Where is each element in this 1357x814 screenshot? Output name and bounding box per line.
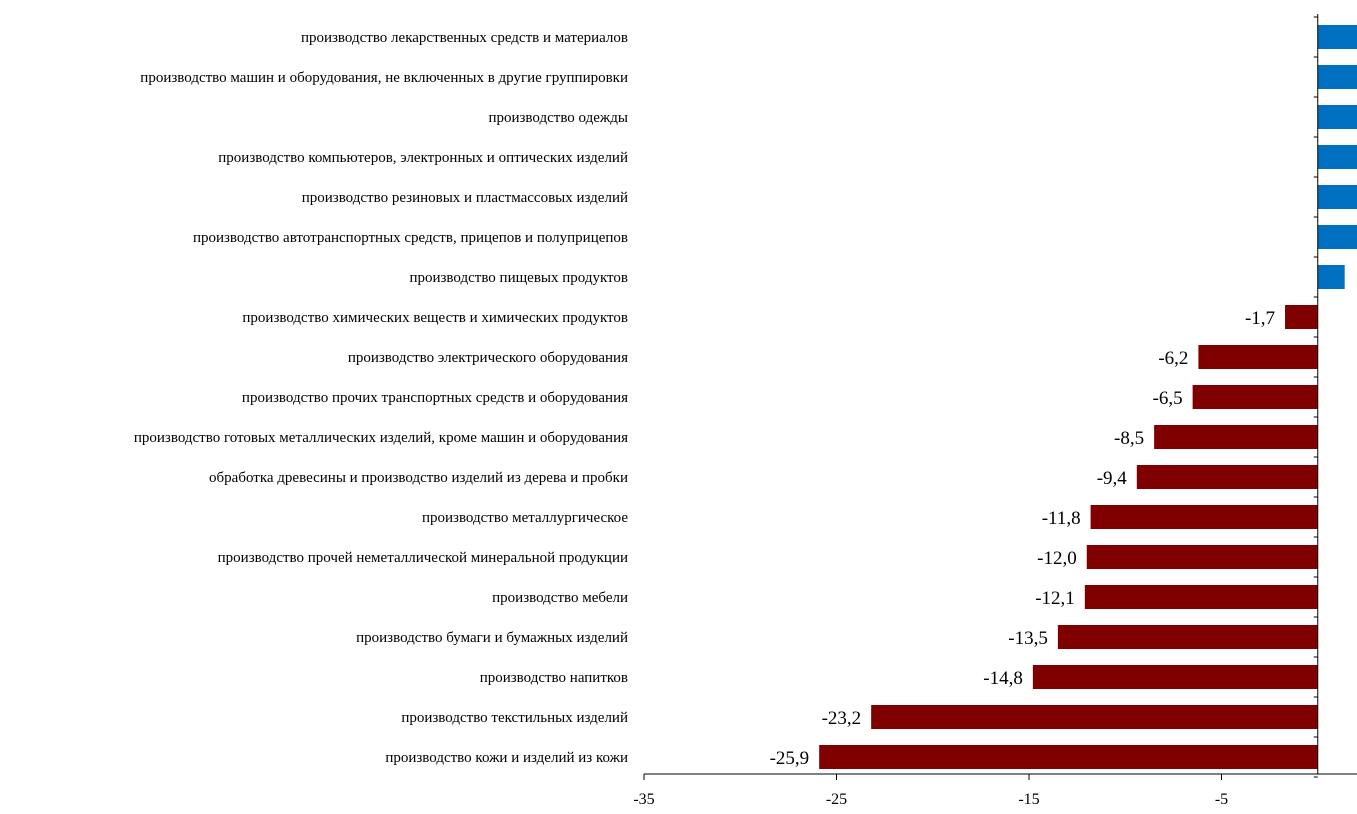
category-label: производство бумаги и бумажных изделий <box>356 630 628 646</box>
category-label: производство прочей неметаллической мине… <box>218 550 628 566</box>
category-label: производство лекарственных средств и мат… <box>301 30 628 46</box>
category-label: производство химических веществ и химиче… <box>242 310 628 326</box>
x-tick-label: -15 <box>1018 791 1039 808</box>
x-tick-label: -25 <box>826 791 847 808</box>
value-labels: 22,321,26,25,85,72,11,4-1,7-6,2-6,5-8,5-… <box>770 268 1357 769</box>
bars <box>819 25 1357 769</box>
category-label: производство текстильных изделий <box>401 710 628 726</box>
category-label: производство мебели <box>492 590 628 606</box>
category-label: производство электрического оборудования <box>348 350 628 366</box>
data-label: -8,5 <box>1114 428 1144 449</box>
category-label: производство машин и оборудования, не вк… <box>140 70 628 86</box>
data-label: -14,8 <box>983 668 1023 689</box>
bar <box>1192 385 1318 409</box>
category-label: производство металлургическое <box>422 510 628 526</box>
category-label: производство одежды <box>488 110 628 126</box>
bar <box>1154 425 1318 449</box>
bar <box>1317 185 1357 209</box>
category-label: производство кожи и изделий из кожи <box>385 750 628 766</box>
category-label: производство напитков <box>480 670 628 686</box>
category-label: обработка древесины и производство издел… <box>209 470 628 486</box>
bar <box>1317 265 1345 289</box>
bar <box>819 745 1318 769</box>
data-label: -6,5 <box>1153 388 1183 409</box>
bar <box>1032 665 1318 689</box>
bar <box>1136 465 1318 489</box>
category-label: производство пищевых продуктов <box>409 270 628 286</box>
category-labels: производство лекарственных средств и мат… <box>134 30 628 766</box>
bar <box>1057 625 1318 649</box>
bar <box>871 705 1318 729</box>
x-tick-label: -5 <box>1215 791 1228 808</box>
bar <box>1285 305 1318 329</box>
category-label: производство прочих транспортных средств… <box>242 390 628 406</box>
data-label: -12,0 <box>1037 548 1077 569</box>
bar <box>1317 145 1357 169</box>
category-label: производство готовых металлических издел… <box>134 430 628 446</box>
data-label: -9,4 <box>1097 468 1128 489</box>
data-label: -23,2 <box>822 708 862 729</box>
x-tick-label: -35 <box>633 791 654 808</box>
category-label: производство автотранспортных средств, п… <box>193 230 628 246</box>
bar <box>1317 105 1357 129</box>
bar <box>1317 225 1357 249</box>
category-label: производство компьютеров, электронных и … <box>218 150 628 166</box>
bar <box>1317 25 1357 49</box>
category-label: производство резиновых и пластмассовых и… <box>302 190 628 206</box>
bar <box>1198 345 1318 369</box>
data-label: -11,8 <box>1042 508 1081 529</box>
bar <box>1090 505 1318 529</box>
bar <box>1086 545 1318 569</box>
bar <box>1084 585 1318 609</box>
data-label: -12,1 <box>1035 588 1075 609</box>
bar <box>1317 65 1357 89</box>
axes: -35-25-15-551525 <box>633 14 1357 808</box>
data-label: -1,7 <box>1245 308 1275 329</box>
data-label: -25,9 <box>770 748 810 769</box>
data-label: -13,5 <box>1008 628 1048 649</box>
data-label: -6,2 <box>1158 348 1188 369</box>
